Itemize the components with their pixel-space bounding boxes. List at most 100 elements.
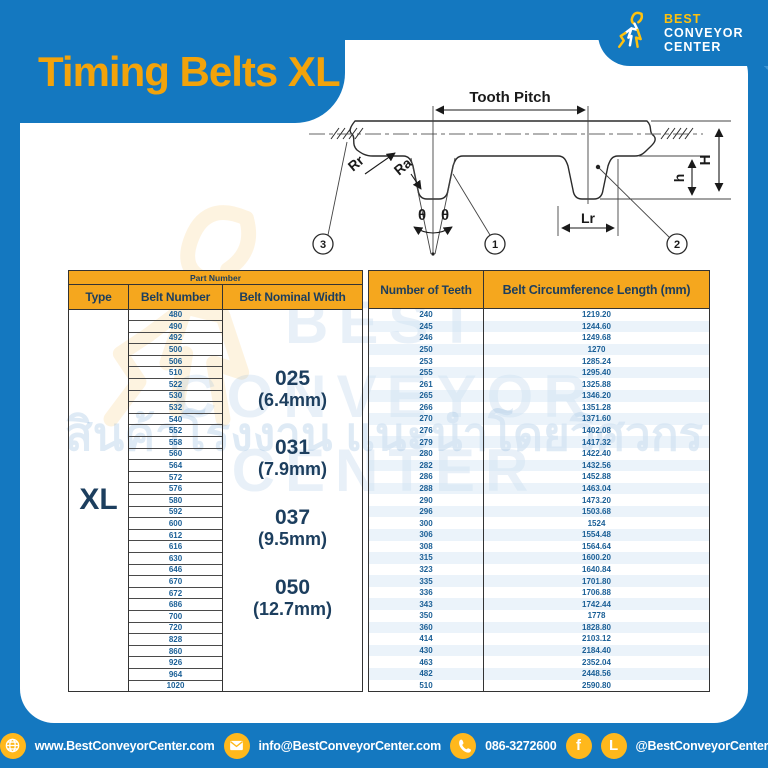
circumference-cell: 2352.04 [582,657,611,667]
belt-number-cell: 510 [129,367,222,380]
right-table-column-headers: Number of Teeth Belt Circumference Lengt… [369,271,709,309]
table-row: 245 1244.60 [369,320,709,333]
circumference-cell: 1524 [587,518,606,528]
facebook-icon[interactable]: f [565,732,592,759]
callout-1-number: 1 [492,239,498,251]
teeth-cell: 286 [369,471,484,483]
belt-number-cell: 720 [129,623,222,635]
table-row: 246 1249.68 [369,332,709,344]
teeth-cell: 510 [369,679,484,692]
email-icon [223,732,250,759]
line-icon[interactable]: L [600,732,627,759]
leader-2-dot [595,164,601,170]
email-link[interactable]: info@BestConveyorCenter.com [258,738,442,753]
nominal-width-item: 050 (12.7mm) [223,576,362,619]
belt-number-cell: 600 [129,518,222,530]
table-row: 343 1742.44 [369,598,709,611]
nominal-width-column: 025 (6.4mm) 031 (7.9mm) 037 (9.5mm) 050 (12.7mm… [223,310,362,692]
logo-wordmark: BEST CONVEYOR CENTER [664,12,744,54]
page-title: Timing Belts XL [38,48,341,95]
callout-2-circle [666,233,688,255]
callout-1-circle [484,233,506,255]
content-card [20,40,748,723]
circumference-cell: 1371.60 [582,414,611,424]
globe-icon [0,732,26,759]
nominal-width-size: (7.9mm) [257,459,328,480]
teeth-cell: 246 [369,332,484,344]
circumference-cell: 1640.84 [582,565,611,574]
rr-label: Rr [345,152,368,175]
phone-number[interactable]: 086-3272600 [485,738,557,753]
table-row: 482 2448.56 [369,667,709,680]
circumference-cell: 1422.40 [582,449,611,459]
teeth-cell: 240 [369,309,484,321]
circumference-cell: 2448.56 [582,669,611,679]
circumference-cell: 1432.56 [582,460,611,470]
logo-line-3: CENTER [664,40,722,54]
belt-outline [349,120,656,200]
teeth-cell: 306 [369,528,484,541]
nominal-width-item: 037 (9.5mm) [223,506,362,550]
belt-number-cell: 670 [129,576,222,588]
circumference-cell: 1325.88 [582,379,611,389]
belt-number-cell: 592 [129,507,222,519]
teeth-cell: 255 [369,366,484,379]
belt-number-cell: 576 [129,483,222,495]
nominal-width-column-header: Belt Nominal Width [239,289,346,304]
table-row: 280 1422.40 [369,447,709,460]
theta-vertex-dot [431,252,435,256]
circumference-cell: 1706.88 [582,588,611,598]
teeth-column-header: Number of Teeth [369,271,484,308]
website-link[interactable]: www.BestConveyorCenter.com [34,738,215,753]
circumference-cell: 1503.68 [582,507,611,517]
table-row: 261 1325.88 [369,378,709,391]
circumference-cell: 1270 [587,345,606,355]
circumference-cell: 1219.20 [582,310,611,320]
belt-number-cell: 500 [129,344,222,356]
table-row: 250 1270 [369,343,709,356]
table-row: 265 1346.20 [369,390,709,402]
teeth-cell: 336 [369,586,484,599]
belt-number-cell: 572 [129,472,222,484]
table-row: 306 1554.48 [369,528,709,541]
hatch-marks [330,127,694,140]
table-row: 430 2184.40 [369,644,709,657]
nominal-width-size: (12.7mm) [252,598,333,619]
leader-2 [597,166,670,238]
circumference-cell: 1351.28 [582,402,611,412]
theta-left-label: θ [418,207,426,224]
teeth-circumference-table: Number of Teeth Belt Circumference Lengt… [368,270,710,692]
table-row: 308 1564.64 [369,540,709,553]
contact-footer: www.BestConveyorCenter.com info@BestConv… [0,723,768,768]
belt-number-column: 480 490 492 500 506 510 522 530 532 540 552 558 560 5… [129,309,223,691]
circumference-cell: 1701.80 [582,576,611,586]
circumference-cell: 1778 [587,611,606,621]
belt-number-cell: 560 [129,449,222,461]
nominal-width-size: (9.5mm) [257,529,328,550]
belt-number-cell: 630 [129,553,222,565]
table-row: 336 1706.88 [369,586,709,599]
table-row: 300 1524 [369,517,709,529]
teeth-cell: 315 [369,552,484,564]
watermark-line: CENTER [231,437,539,504]
teeth-circ-body: 240 1219.20 245 1244.60 246 1249.68 250 1270 253… [369,309,709,692]
nominal-width-code: 025 [274,366,311,390]
belt-number-cell: 532 [129,402,222,414]
part-number-table: Part Number Type Belt Number Belt Nomina… [68,270,363,692]
social-handle[interactable]: @BestConveyorCenter [635,738,768,753]
belt-number-cell: 612 [129,530,222,542]
type-value-cell: XL [69,309,129,691]
watermark-line: CONVEYOR [173,363,597,430]
callout-2-number: 2 [674,239,680,251]
table-row: 296 1503.68 [369,505,709,518]
table-row: 282 1432.56 [369,459,709,472]
circumference-cell: 1554.48 [582,530,611,540]
theta-leg-left [410,157,432,255]
nominal-width-code: 037 [274,506,311,530]
belt-number-cell: 672 [129,588,222,600]
lr-label: Lr [581,210,596,226]
belt-number-cell: 580 [129,495,222,507]
circumference-cell: 1828.80 [582,622,611,632]
table-row: 510 2590.80 [369,679,709,692]
